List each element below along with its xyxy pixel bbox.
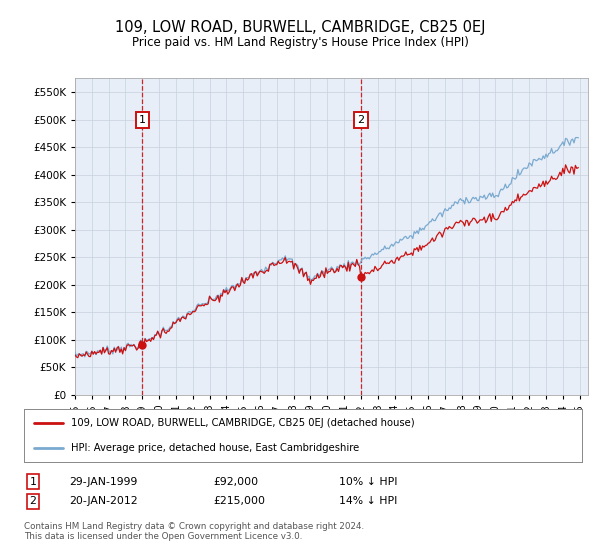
Text: 1: 1 <box>139 115 146 125</box>
Text: £215,000: £215,000 <box>213 496 265 506</box>
Text: 2: 2 <box>358 115 364 125</box>
Text: 14% ↓ HPI: 14% ↓ HPI <box>339 496 397 506</box>
Text: £92,000: £92,000 <box>213 477 258 487</box>
Text: 109, LOW ROAD, BURWELL, CAMBRIDGE, CB25 0EJ (detached house): 109, LOW ROAD, BURWELL, CAMBRIDGE, CB25 … <box>71 418 415 428</box>
Text: Price paid vs. HM Land Registry's House Price Index (HPI): Price paid vs. HM Land Registry's House … <box>131 36 469 49</box>
Text: 2: 2 <box>29 496 37 506</box>
Text: HPI: Average price, detached house, East Cambridgeshire: HPI: Average price, detached house, East… <box>71 442 359 452</box>
Text: 109, LOW ROAD, BURWELL, CAMBRIDGE, CB25 0EJ: 109, LOW ROAD, BURWELL, CAMBRIDGE, CB25 … <box>115 20 485 35</box>
Text: 20-JAN-2012: 20-JAN-2012 <box>69 496 137 506</box>
Text: 1: 1 <box>29 477 37 487</box>
Text: 10% ↓ HPI: 10% ↓ HPI <box>339 477 397 487</box>
Text: Contains HM Land Registry data © Crown copyright and database right 2024.
This d: Contains HM Land Registry data © Crown c… <box>24 522 364 542</box>
Text: 29-JAN-1999: 29-JAN-1999 <box>69 477 137 487</box>
